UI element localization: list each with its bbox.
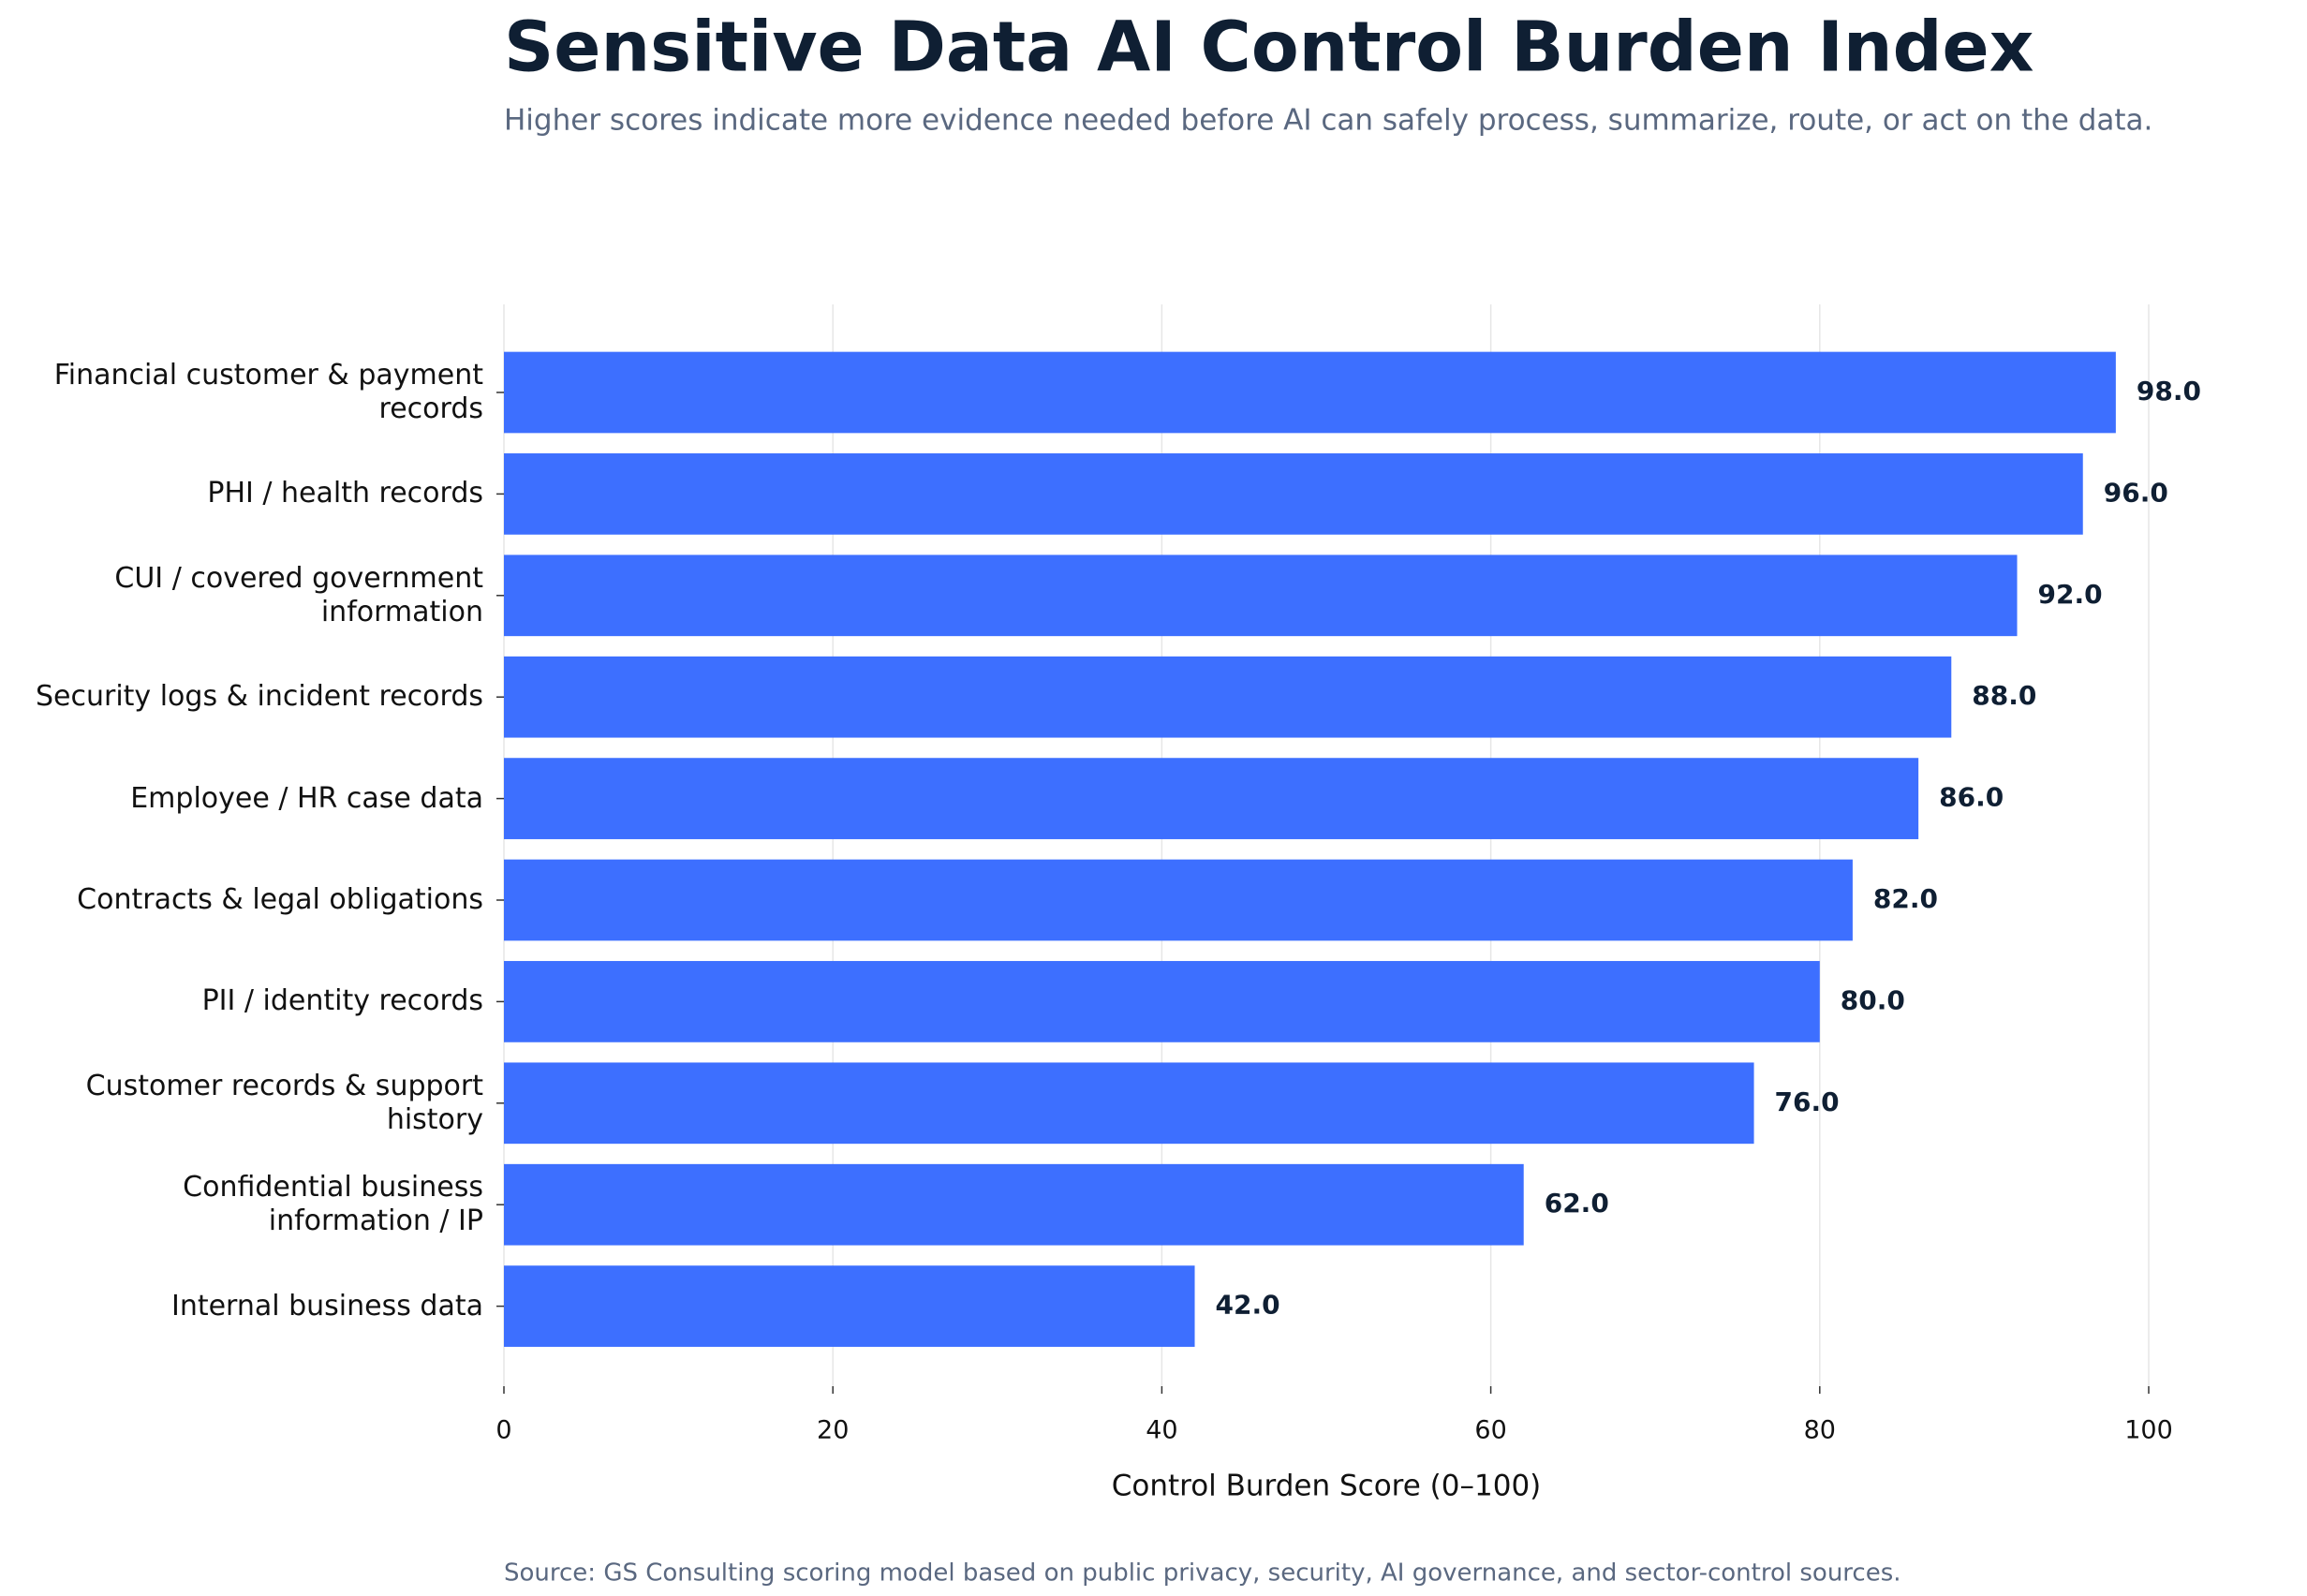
chart-subtitle: Higher scores indicate more evidence nee… [504,104,2152,138]
y-tick-label: Security logs & incident records [35,680,483,714]
bar [504,453,2083,535]
value-label: 42.0 [1216,1290,1280,1321]
x-tick-label: 40 [1146,1416,1177,1445]
y-tick-label: Confidential business information / IP [183,1171,483,1238]
x-tick-label: 60 [1474,1416,1506,1445]
value-label: 88.0 [1972,680,2036,711]
value-label: 98.0 [2137,376,2201,406]
value-label: 86.0 [1939,782,2004,813]
y-tick-label: Customer records & support history [85,1069,483,1136]
source-note: Source: GS Consulting scoring model base… [504,1559,1901,1588]
value-label: 80.0 [1841,984,1905,1015]
value-label: 96.0 [2104,477,2168,508]
value-label: 82.0 [1873,883,1938,914]
bar [504,758,1919,839]
x-tick-label: 100 [2124,1416,2173,1445]
bar [504,961,1820,1042]
bar [504,656,1952,738]
value-label: 92.0 [2038,579,2103,610]
x-tick-label: 0 [495,1416,511,1445]
bar [504,1265,1195,1347]
bar [504,859,1853,941]
y-tick-label: Financial customer & payment records [53,359,483,425]
bar [504,1062,1754,1145]
y-tick-label: Employee / HR case data [130,781,483,815]
y-tick-label: Internal business data [170,1289,483,1323]
x-tick-label: 20 [817,1416,849,1445]
y-tick-label: PHI / health records [207,477,483,510]
y-tick-label: CUI / covered government information [114,561,483,628]
bar [504,351,2116,434]
y-tick-label: PII / identity records [201,984,483,1018]
x-tick-label: 80 [1804,1416,1836,1445]
bar [504,554,2018,637]
chart-title: Sensitive Data AI Control Burden Index [504,7,2033,88]
y-tick-label: Contracts & legal obligations [77,883,483,916]
x-axis-label: Control Burden Score (0–100) [1112,1470,1542,1503]
value-label: 62.0 [1545,1188,1609,1219]
bar [504,1163,1524,1246]
value-label: 76.0 [1775,1086,1840,1117]
